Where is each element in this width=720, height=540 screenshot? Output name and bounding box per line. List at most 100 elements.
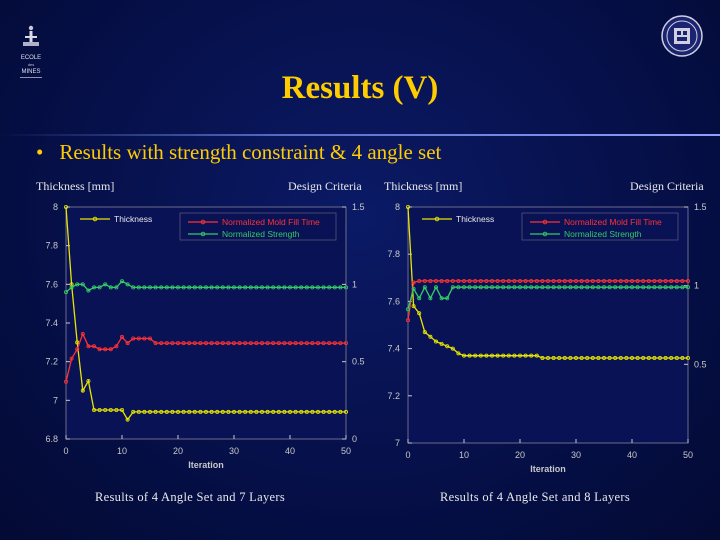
data-point [439, 341, 444, 346]
data-point [108, 285, 113, 290]
data-point [534, 285, 539, 290]
data-point [685, 356, 690, 361]
data-point [641, 356, 646, 361]
data-point [579, 285, 584, 290]
data-point [220, 341, 225, 346]
data-point [103, 347, 108, 352]
data-point [517, 285, 522, 290]
data-point [607, 278, 612, 283]
data-point [534, 353, 539, 358]
data-point [332, 285, 337, 290]
data-point [254, 285, 259, 290]
data-point [125, 282, 130, 287]
data-point [136, 285, 141, 290]
data-point [231, 409, 236, 414]
y2-tick-label: 1.5 [694, 202, 707, 212]
data-point [674, 356, 679, 361]
data-point [456, 285, 461, 290]
data-point [215, 409, 220, 414]
y-tick-label: 7.2 [387, 391, 400, 401]
title-divider [0, 134, 720, 136]
data-point [501, 353, 506, 358]
data-point [680, 278, 685, 283]
data-point [142, 336, 147, 341]
data-point [517, 353, 522, 358]
data-point [86, 288, 91, 293]
data-point [215, 285, 220, 290]
data-point [585, 278, 590, 283]
data-point [534, 278, 539, 283]
data-point [568, 356, 573, 361]
data-point [512, 353, 517, 358]
data-point [685, 285, 690, 290]
data-point [506, 278, 511, 283]
data-point [142, 285, 147, 290]
data-point [545, 285, 550, 290]
data-point [175, 285, 180, 290]
data-point [501, 278, 506, 283]
data-point [540, 356, 545, 361]
legend-label-1: Normalized Mold Fill Time [564, 217, 662, 227]
legend-marker-0 [92, 216, 98, 222]
data-point [192, 409, 197, 414]
data-point [114, 344, 119, 349]
legend-label-1: Normalized Mold Fill Time [222, 217, 320, 227]
data-point [568, 278, 573, 283]
data-point [613, 278, 618, 283]
data-point [131, 336, 136, 341]
data-point [551, 356, 556, 361]
data-point [590, 285, 595, 290]
data-point [327, 341, 332, 346]
data-point [299, 285, 304, 290]
data-point [64, 204, 69, 209]
x-tick-label: 30 [571, 450, 581, 460]
data-point [663, 278, 668, 283]
x-tick-label: 0 [63, 446, 68, 456]
data-point [434, 285, 439, 290]
data-point [187, 285, 192, 290]
data-point [287, 341, 292, 346]
data-point [209, 409, 214, 414]
data-point [159, 341, 164, 346]
chart2-caption: Results of 4 Angle Set and 8 Layers [440, 490, 630, 504]
data-point [624, 356, 629, 361]
data-point [103, 282, 108, 287]
data-point [293, 285, 298, 290]
data-point [153, 285, 158, 290]
data-point [417, 278, 422, 283]
bullet-marker: • [36, 140, 44, 164]
data-point [80, 282, 85, 287]
data-point [209, 285, 214, 290]
data-point [220, 285, 225, 290]
data-point [646, 356, 651, 361]
legend-label-2: Normalized Strength [564, 229, 642, 239]
data-point [512, 278, 517, 283]
data-point [231, 341, 236, 346]
data-point [243, 285, 248, 290]
data-point [652, 278, 657, 283]
data-point [405, 307, 410, 312]
data-point [585, 356, 590, 361]
data-point [434, 339, 439, 344]
data-point [445, 344, 450, 349]
legend-marker-0 [434, 216, 440, 222]
data-point [97, 407, 102, 412]
y-tick-label: 7.6 [45, 279, 58, 289]
data-point [299, 341, 304, 346]
data-point [181, 341, 186, 346]
data-point [635, 285, 640, 290]
legend-box [179, 212, 337, 241]
data-point [215, 341, 220, 346]
data-point [175, 409, 180, 414]
data-point [315, 285, 320, 290]
chart-8-layers: 8 7.8 7.6 7.4 7.2 7 1.5 1 0.5 0 10 20 30 40 50 Iteratio… [378, 197, 718, 482]
data-point [282, 409, 287, 414]
data-point [164, 285, 169, 290]
data-point [422, 330, 427, 335]
x-tick-label: 10 [459, 450, 469, 460]
data-point [310, 285, 315, 290]
data-point [562, 285, 567, 290]
data-point [523, 278, 528, 283]
data-point [428, 334, 433, 339]
data-point [80, 388, 85, 393]
